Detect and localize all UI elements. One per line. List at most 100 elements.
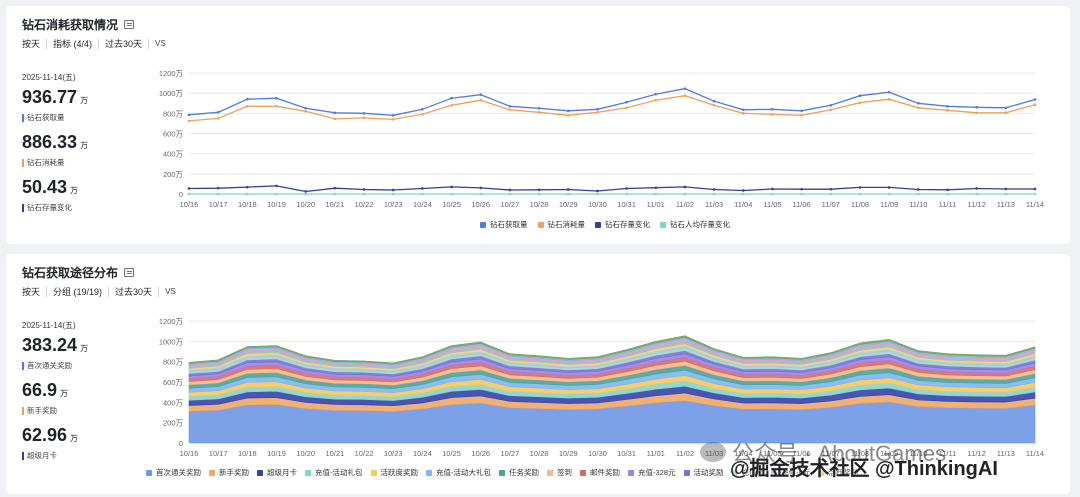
- data-point: [596, 192, 599, 196]
- series-line: [188, 95, 1036, 122]
- data-point: [304, 190, 307, 193]
- data-point: [537, 188, 541, 192]
- data-point: [858, 94, 862, 97]
- data-point: [333, 117, 337, 121]
- data-point: [450, 103, 453, 107]
- data-point: [508, 192, 512, 196]
- data-point: [275, 184, 278, 188]
- legend-label: 邮件奖励: [590, 468, 620, 477]
- date-range-filter[interactable]: 过去30天: [109, 287, 160, 297]
- data-point: [887, 186, 891, 189]
- legend-label: 钻石获取量: [490, 220, 528, 229]
- legend-item[interactable]: 充值-6元: [771, 467, 810, 478]
- data-point: [479, 93, 483, 96]
- diamond-line-chart[interactable]: 0 200万 400万 600万 800万 1000万 1200万 10/16 10/17 10/…: [6, 6, 1070, 244]
- legend-item[interactable]: 首次通关奖励: [146, 467, 201, 478]
- x-tick-label: 11/04: [734, 449, 752, 458]
- legend-item[interactable]: 活跃度奖励: [370, 467, 419, 478]
- data-point: [187, 119, 191, 123]
- granularity-filter[interactable]: 按天: [22, 287, 48, 297]
- data-point: [508, 188, 512, 192]
- legend-swatch: [499, 469, 505, 476]
- legend-label: 充值-活动大礼包: [436, 468, 491, 477]
- data-point: [741, 112, 745, 115]
- x-tick-label: 11/11: [939, 200, 957, 209]
- data-point: [421, 108, 424, 111]
- x-tick-label: 11/01: [647, 200, 665, 209]
- filter-bar: 按天 分组 (19/19) 过去30天 VS: [22, 287, 182, 297]
- x-tick-label: 10/21: [325, 200, 344, 209]
- data-point: [1004, 111, 1008, 115]
- series-marker: [22, 451, 24, 460]
- data-point: [421, 187, 424, 190]
- series-marker: [22, 158, 24, 167]
- comment-icon[interactable]: [124, 268, 135, 277]
- legend-swatch: [370, 469, 377, 476]
- legend-swatch: [426, 469, 432, 476]
- x-tick-label: 11/10: [909, 200, 927, 209]
- legend-item[interactable]: 活跃奖励: [818, 467, 858, 478]
- metric-filter[interactable]: 指标 (4/4): [47, 39, 100, 49]
- data-point: [362, 116, 366, 120]
- watermark: 公众号 · AboutGames: [700, 436, 946, 468]
- x-tick-label: 10/25: [442, 200, 461, 209]
- legend-item[interactable]: 充值-活动礼包: [305, 467, 363, 478]
- data-point: [479, 98, 483, 102]
- legend-label: 任务奖励: [509, 468, 539, 477]
- data-point: [771, 187, 774, 191]
- data-point: [917, 188, 920, 191]
- x-tick-label: 11/14: [1026, 200, 1044, 209]
- data-point: [800, 114, 803, 117]
- data-point: [216, 192, 220, 196]
- legend-item[interactable]: 钻石存量变化: [595, 219, 650, 230]
- legend-swatch: [731, 469, 738, 476]
- legend-item[interactable]: 活动奖励: [683, 467, 724, 478]
- y-tick-label: 0: [179, 190, 183, 199]
- diamond-source-area-chart[interactable]: 0 200万 400万 600万 800万 1000万 1200万 10/16 10/17 10/…: [6, 254, 1070, 494]
- data-point: [246, 104, 249, 108]
- legend-item[interactable]: 充值-活动大礼包: [426, 467, 491, 478]
- x-tick-label: 10/24: [413, 200, 432, 209]
- data-point: [1033, 98, 1037, 101]
- comment-icon[interactable]: [124, 20, 135, 29]
- data-point: [917, 106, 920, 110]
- data-point: [421, 113, 424, 116]
- legend-label: 首次通关奖励: [156, 468, 201, 477]
- legend-item[interactable]: 任务奖励: [499, 467, 539, 478]
- data-point: [596, 111, 599, 114]
- compare-toggle[interactable]: VS: [155, 39, 166, 48]
- data-point: [917, 101, 920, 105]
- data-point: [216, 111, 220, 114]
- x-tick-label: 10/27: [501, 449, 520, 458]
- date-range-filter[interactable]: 过去30天: [99, 39, 150, 49]
- legend-item[interactable]: 钻石消耗量: [537, 219, 585, 230]
- x-tick-label: 10/16: [180, 449, 199, 458]
- legend-item[interactable]: 新手奖励: [209, 467, 249, 478]
- data-point: [946, 104, 949, 108]
- legend-label: 钻石存量变化: [605, 220, 650, 229]
- legend-item[interactable]: 钻石人均存量变化: [660, 219, 730, 230]
- chart-legend: 钻石获取量 钻石消耗量 钻石存量变化 钻石人均存量变化: [480, 219, 730, 230]
- x-tick-label: 10/26: [471, 449, 490, 458]
- granularity-filter[interactable]: 按天: [22, 39, 48, 49]
- legend-label: 活动奖励: [693, 468, 724, 477]
- x-tick-label: 10/18: [238, 449, 257, 458]
- legend-label: 活跃度奖励: [380, 468, 419, 477]
- legend-item[interactable]: 超级月卡: [257, 467, 297, 478]
- group-filter[interactable]: 分组 (19/19): [47, 287, 110, 297]
- legend-label: 活跃奖励: [828, 468, 859, 477]
- data-point: [187, 187, 191, 190]
- data-point: [304, 106, 307, 110]
- data-point: [333, 111, 337, 115]
- metric-item: 383.24 万 首次通关奖励: [22, 335, 142, 371]
- legend-item[interactable]: 充值-328元: [628, 467, 676, 478]
- legend-item[interactable]: 钻石获取量: [480, 219, 528, 230]
- legend-item[interactable]: 邮件奖励: [580, 467, 620, 478]
- data-point: [1004, 187, 1008, 191]
- data-point: [333, 186, 337, 190]
- data-point: [566, 114, 570, 117]
- compare-toggle[interactable]: VS: [165, 287, 176, 296]
- legend-item[interactable]: 充值-1: [731, 467, 763, 478]
- legend-item[interactable]: 签到: [547, 467, 572, 478]
- legend-swatch: [628, 469, 634, 476]
